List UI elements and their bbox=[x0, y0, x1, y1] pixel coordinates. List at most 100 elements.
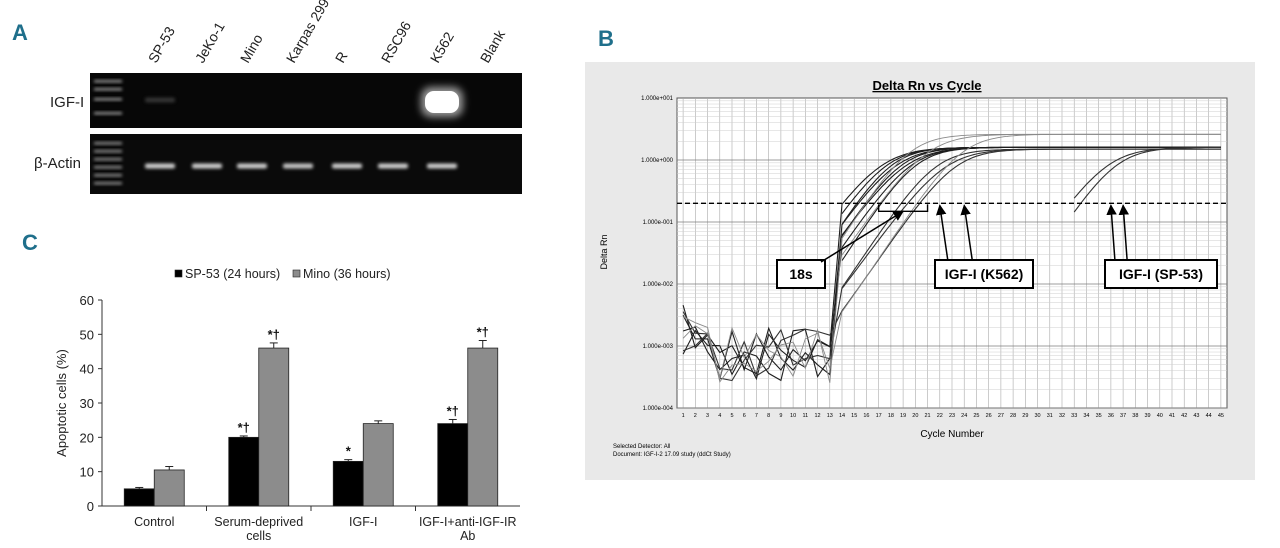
plot-x-tick-label: 19 bbox=[900, 413, 906, 419]
significance-annotation: *† bbox=[447, 403, 459, 418]
gel-band bbox=[237, 163, 267, 169]
bar-chart-y-tick-label: 60 bbox=[80, 293, 94, 308]
bar-chart-category-label: Control bbox=[134, 515, 174, 529]
amplification-plot-footer-document: Document: IGF-I-2 17.09 study (ddCt Stud… bbox=[613, 452, 731, 458]
plot-x-tick-label: 44 bbox=[1206, 413, 1212, 419]
gel-ladder-band bbox=[94, 88, 122, 91]
plot-x-tick-label: 5 bbox=[730, 413, 733, 419]
gel-band bbox=[378, 163, 408, 169]
plot-x-tick-label: 1 bbox=[682, 413, 685, 419]
plot-x-tick-label: 2 bbox=[694, 413, 697, 419]
legend-label: Mino (36 hours) bbox=[303, 267, 391, 281]
plot-y-tick-label: 1.000e-004 bbox=[643, 406, 674, 412]
gel-band bbox=[145, 97, 175, 103]
plot-x-tick-label: 24 bbox=[961, 413, 967, 419]
plot-x-tick-label: 26 bbox=[986, 413, 992, 419]
plot-x-tick-label: 41 bbox=[1169, 413, 1175, 419]
gel-ladder-band bbox=[94, 98, 122, 101]
plot-x-tick-label: 36 bbox=[1108, 413, 1114, 419]
legend-swatch bbox=[174, 269, 183, 278]
bar bbox=[362, 423, 394, 507]
callout-label: IGF-I (SP-53) bbox=[1119, 266, 1203, 282]
bar bbox=[437, 423, 469, 507]
amplification-plot-ylabel: Delta Rn bbox=[599, 234, 609, 269]
callout-arrow bbox=[820, 210, 905, 263]
plot-x-tick-label: 17 bbox=[876, 413, 882, 419]
plot-x-tick-label: 25 bbox=[973, 413, 979, 419]
gel-lane-label: RSC96 bbox=[378, 18, 415, 65]
gel-ladder-band bbox=[94, 158, 122, 161]
gel-figure: SP-53 JeKo-1 Mino Karpas 299 R RSC96 K562 Blank… bbox=[30, 0, 530, 200]
plot-x-tick-label: 35 bbox=[1096, 413, 1102, 419]
plot-x-tick-label: 31 bbox=[1047, 413, 1053, 419]
bar-chart-y-tick-label: 50 bbox=[80, 327, 94, 342]
gel-ladder-band bbox=[94, 150, 122, 153]
plot-x-tick-label: 18 bbox=[888, 413, 894, 419]
significance-annotation: *† bbox=[268, 327, 280, 342]
gel-ladder-band bbox=[94, 182, 122, 185]
plot-x-tick-label: 37 bbox=[1120, 413, 1126, 419]
gel-ladder-band bbox=[94, 142, 122, 145]
plot-x-tick-label: 33 bbox=[1071, 413, 1077, 419]
panel-c-letter: C bbox=[22, 230, 38, 255]
plot-x-tick-label: 29 bbox=[1022, 413, 1028, 419]
gel-band bbox=[145, 163, 175, 169]
gel-lane-label: Blank bbox=[477, 26, 509, 65]
gel-ladder-band bbox=[94, 80, 122, 83]
bar bbox=[332, 460, 364, 507]
amplification-plot-xlabel: Cycle Number bbox=[920, 429, 984, 440]
callout-arrow bbox=[1118, 204, 1130, 261]
plot-x-tick-label: 10 bbox=[790, 413, 796, 419]
plot-x-tick-label: 27 bbox=[998, 413, 1004, 419]
bar-chart-y-tick-label: 40 bbox=[80, 362, 94, 377]
callout-box bbox=[776, 259, 826, 289]
plot-x-tick-label: 8 bbox=[767, 413, 770, 419]
bar-chart-category-label: Serum-deprived cells bbox=[214, 515, 303, 543]
bar bbox=[258, 347, 290, 507]
gel-svg: SP-53 JeKo-1 Mino Karpas 299 R RSC96 K562 Blank… bbox=[34, 0, 522, 194]
plot-x-tick-label: 16 bbox=[863, 413, 869, 419]
plot-y-tick-label: 1.000e+000 bbox=[641, 158, 674, 164]
panel-b-letter: B bbox=[598, 26, 614, 51]
gel-lane-label: K562 bbox=[427, 29, 457, 66]
plot-x-tick-label: 6 bbox=[743, 413, 746, 419]
gel-ladder-band bbox=[94, 166, 122, 169]
amplification-curve bbox=[1073, 146, 1221, 213]
plot-x-tick-label: 4 bbox=[718, 413, 721, 419]
gel-row-label-igf: IGF-I bbox=[50, 94, 84, 111]
gel-lane-label: JeKo-1 bbox=[192, 19, 228, 66]
significance-annotation: * bbox=[346, 444, 352, 459]
plot-x-tick-label: 13 bbox=[827, 413, 833, 419]
amplification-curve bbox=[682, 133, 1221, 380]
bar-chart-y-tick-label: 20 bbox=[80, 430, 94, 445]
amplification-plot-svg: Delta Rn vs Cycle 1.000e-004 1.000e-003 1.… bbox=[585, 62, 1255, 480]
bar-chart-ylabel: Apoptotic cells (%) bbox=[54, 349, 69, 457]
gel-row-label-actin: β-Actin bbox=[34, 155, 81, 172]
callout-label: IGF-I (K562) bbox=[945, 266, 1024, 282]
panel-a-letter: A bbox=[12, 20, 28, 45]
bar-chart-category-label: IGF-I+anti-IGF-IR Ab bbox=[419, 515, 517, 543]
gel-lane-label: Mino bbox=[237, 31, 266, 65]
bar bbox=[228, 436, 260, 507]
callout-arrow bbox=[1106, 204, 1117, 261]
gel-band bbox=[192, 163, 222, 169]
plot-x-tick-label: 32 bbox=[1059, 413, 1065, 419]
plot-y-tick-label: 1.000e-003 bbox=[643, 344, 674, 350]
plot-x-tick-label: 14 bbox=[839, 413, 845, 419]
plot-x-tick-label: 39 bbox=[1144, 413, 1150, 419]
plot-x-tick-label: 15 bbox=[851, 413, 857, 419]
plot-y-tick-label: 1.000e+001 bbox=[641, 96, 674, 102]
gel-lane-label: Karpas 299 bbox=[283, 0, 333, 65]
plot-x-tick-label: 40 bbox=[1157, 413, 1163, 419]
plot-x-tick-label: 28 bbox=[1010, 413, 1016, 419]
plot-y-tick-label: 1.000e-001 bbox=[643, 220, 674, 226]
plot-x-tick-label: 45 bbox=[1218, 413, 1224, 419]
apoptosis-bar-chart: SP-53 (24 hours) Mino (36 hours) 0 10 20 30 4… bbox=[40, 258, 540, 548]
plot-x-tick-label: 30 bbox=[1034, 413, 1040, 419]
amplification-curve bbox=[841, 146, 1221, 261]
plot-x-tick-label: 11 bbox=[802, 413, 808, 419]
legend-label: SP-53 (24 hours) bbox=[185, 267, 280, 281]
amplification-plot-footer-detector: Selected Detector: All bbox=[613, 444, 670, 450]
significance-annotation: *† bbox=[238, 420, 250, 435]
plot-x-tick-label: 7 bbox=[755, 413, 758, 419]
